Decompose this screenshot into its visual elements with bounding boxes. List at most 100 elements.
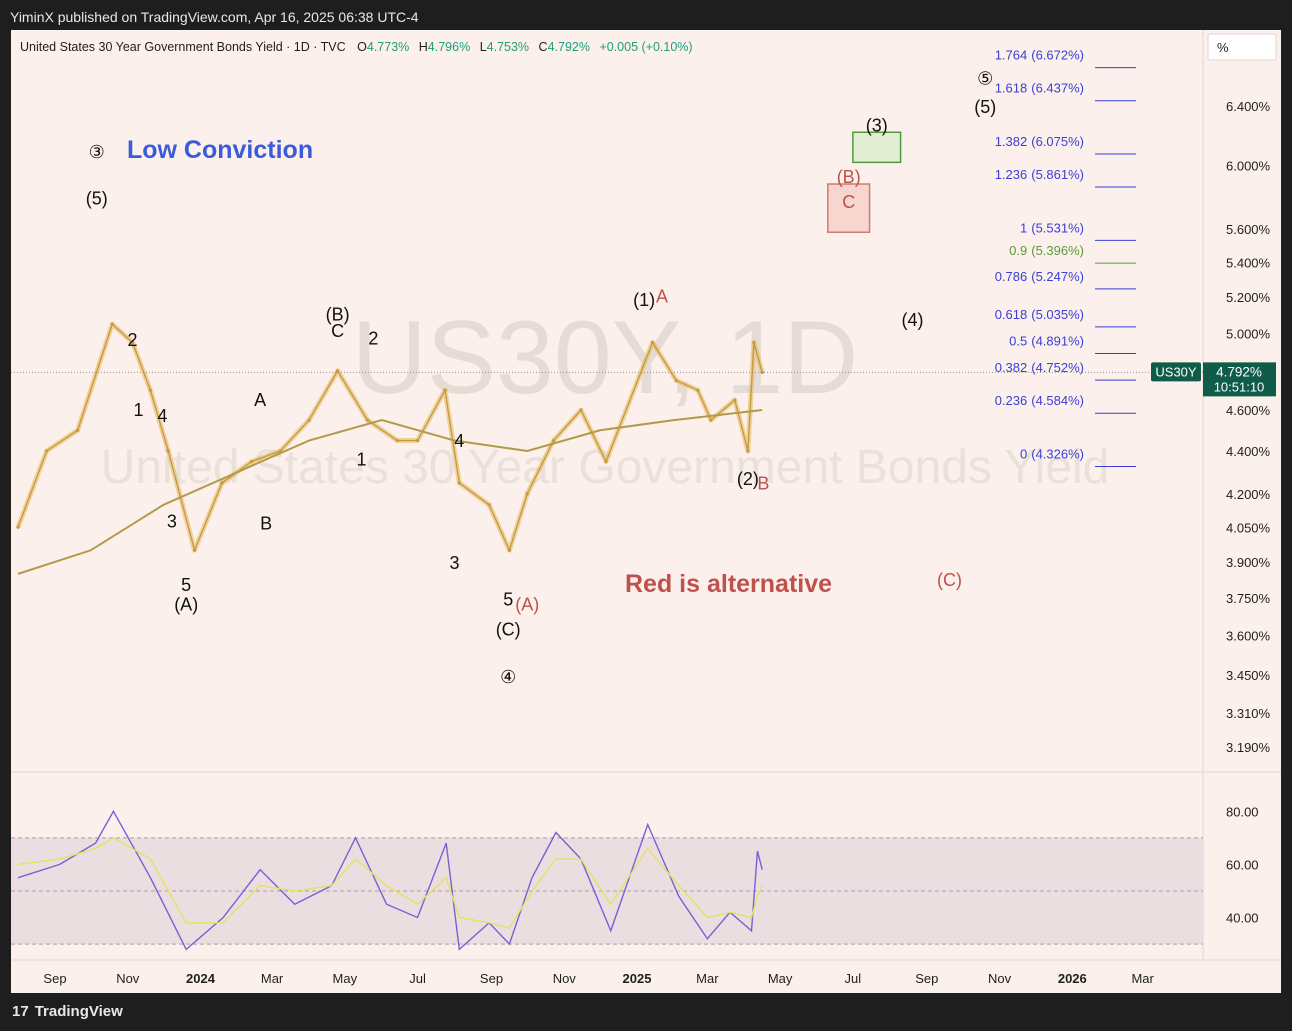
wave-label: B [757,473,769,493]
wave-label: C [331,321,344,341]
wave-label: 1 [133,400,143,420]
price-tick-label: 4.050% [1226,520,1271,535]
price-tick-label: 3.900% [1226,555,1271,570]
target-box [852,131,902,164]
fib-level-label: 1.764 (6.672%) [995,48,1084,63]
price-point [525,492,529,496]
tradingview-brand: TradingView [34,1003,123,1020]
fib-level-label: 1 (5.531%) [1020,220,1084,235]
price-point [110,322,114,326]
price-point [76,428,80,432]
fib-value: (5.861%) [1031,167,1084,182]
price-point [709,418,713,422]
fib-value: (4.891%) [1031,334,1084,349]
fib-ratio: 1.764 [995,48,1028,63]
price-point [650,340,655,345]
wave-label: (C) [496,620,521,640]
fib-level-label: 0.5 (4.891%) [1009,334,1084,349]
legend-close: 4.792% [548,40,590,54]
legend-high: 4.796% [428,40,470,54]
price-tag-symbol: US30Y [1155,364,1197,379]
fib-value: (4.752%) [1031,360,1084,375]
scale-unit-box[interactable]: % [1207,33,1277,61]
wave-label: (A) [174,594,198,614]
time-tick-label: 2025 [623,971,652,986]
wave-label: ③ [89,142,105,162]
legend-open-label: O [357,40,367,54]
fib-ratio: 0.5 [1009,334,1027,349]
fib-value: (5.035%) [1031,307,1084,322]
price-point [45,449,49,453]
chart-frame[interactable]: US30Y, 1D United States 30 Year Governme… [11,30,1281,993]
price-point [336,369,340,373]
tradingview-logo[interactable]: 17 TradingView [12,1003,123,1020]
time-tick-label: Sep [915,971,938,986]
publisher-bar: YiminX published on TradingView.com, Apr… [0,0,1292,30]
time-axis[interactable]: Sep Nov 2024 Mar May Jul Sep Nov 2025 Mar May Jul Se… [43,971,1154,986]
wave-label: ⑤ [977,69,993,89]
price-point [192,548,197,552]
price-point [220,481,224,485]
time-tick-label: Jul [845,971,862,986]
fib-value: (6.437%) [1031,81,1084,96]
price-point [752,340,756,345]
fib-level-label: 0.618 (5.035%) [995,307,1084,322]
price-tick-label: 3.450% [1226,668,1271,683]
chart-canvas[interactable]: US30Y, 1D United States 30 Year Governme… [11,30,1281,993]
fib-value: (4.326%) [1031,447,1084,462]
fib-ratio: 1.618 [995,81,1028,96]
time-tick-label: 2024 [186,971,216,986]
fib-ratio: 0 [1020,447,1027,462]
legend-low-label: L [480,40,487,54]
rsi-axis[interactable]: 80.00 60.00 40.00 [1226,804,1259,925]
time-tick-label: May [768,971,793,986]
fib-ratio: 1.382 [995,134,1028,149]
wave-label: (5) [974,97,996,117]
price-line [17,323,763,551]
target-box-label: (3) [866,115,888,135]
time-tick-label: Nov [988,971,1012,986]
scale-unit: % [1217,40,1229,55]
legend-close-label: C [539,40,548,54]
price-tick-label: 3.190% [1226,740,1271,755]
price-point [148,388,153,392]
red-alternative-note: Red is alternative [625,570,832,598]
price-point [457,481,461,485]
fib-level-label: 1.236 (5.861%) [995,167,1084,182]
wave-label: 3 [450,553,460,573]
price-tick-label: 4.600% [1226,403,1271,418]
legend-low: 4.753% [487,40,529,54]
price-point [166,449,170,453]
fib-value: (6.075%) [1031,134,1084,149]
price-tick-label: 3.600% [1226,629,1271,644]
wave-label: 4 [157,406,167,426]
wave-label: 5 [503,589,513,609]
legend-instrument: United States 30 Year Government Bonds Y… [20,40,346,54]
wave-label: (C) [937,570,962,590]
fib-value: (5.396%) [1031,243,1084,258]
price-point [16,525,20,529]
fib-value: (6.672%) [1031,48,1084,63]
price-point [760,370,764,374]
price-point [551,438,556,443]
price-axis[interactable]: 6.400% 6.000% 5.600% 5.400% 5.200% 5.000% 4.60… [1226,99,1271,755]
fib-level-label: 1.618 (6.437%) [995,81,1084,96]
rsi-ma-line [17,837,763,929]
rsi-tick-label: 80.00 [1226,804,1259,819]
legend-high-label: H [419,40,428,54]
price-point [443,388,447,392]
wave-label: B [260,514,272,534]
wave-label: (5) [86,189,108,209]
price-point [746,449,750,453]
brand-bar: 17 TradingView [0,993,1292,1031]
wave-label: 1 [356,450,366,470]
target-boxes [827,131,902,233]
wave-label: 2 [368,328,378,348]
price-point [674,378,678,383]
price-tick-label: 5.200% [1226,290,1271,305]
price-point [696,388,700,392]
rsi-tick-label: 60.00 [1226,857,1259,872]
fib-value: (4.584%) [1031,393,1084,408]
watermark-name: United States 30 Year Government Bonds Y… [101,441,1110,494]
